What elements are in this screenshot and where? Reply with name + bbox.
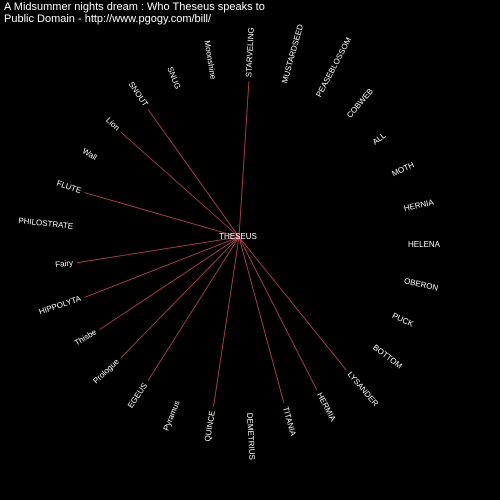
node-label: Wall	[81, 146, 99, 162]
center-label: THESEUS	[219, 232, 257, 241]
edge	[84, 192, 240, 238]
node-label: BOTTOM	[371, 343, 404, 371]
node-label: OBERON	[403, 276, 439, 292]
edge	[120, 236, 240, 359]
edge	[120, 131, 240, 238]
node-label: Thisbe	[73, 327, 99, 347]
node-label: Prologue	[91, 357, 121, 386]
node-label: PUCK	[391, 311, 416, 329]
edge	[213, 236, 240, 407]
node-label: SNOUT	[127, 80, 150, 108]
node-label: Fairy	[55, 258, 74, 269]
node-label: Pyramus	[162, 399, 182, 432]
edge	[238, 81, 250, 238]
node-label: MUSTARDSEED	[280, 23, 305, 84]
node-label: HIPPOLYTA	[38, 294, 83, 317]
node-label: EGEUS	[126, 381, 149, 409]
node-label: SNUG	[165, 66, 182, 91]
node-label: TITANIA	[281, 406, 298, 438]
edge	[99, 236, 240, 330]
edge	[238, 236, 285, 404]
subtitle: Public Domain - http://www.pgogy.com/bil…	[4, 13, 212, 25]
edge	[238, 236, 347, 371]
edge	[147, 236, 240, 381]
node-label: FLUTE	[55, 179, 82, 196]
node-label: ALL	[371, 130, 388, 146]
node-label: PEASEBLOSSOM	[314, 35, 353, 98]
node-label: STARVELING	[244, 27, 256, 77]
title: A Midsummer nights dream : Who Theseus s…	[4, 1, 265, 13]
edge	[238, 236, 318, 391]
node-label: Lion	[104, 116, 121, 133]
node-label: HERMIA	[315, 391, 338, 423]
node-label: PHILOSTRATE	[18, 216, 74, 231]
node-label: QUINCE	[203, 410, 217, 442]
node-label: HERNIA	[403, 197, 435, 212]
node-label: DEMETRIUS	[245, 413, 257, 461]
node-label: HELENA	[408, 240, 441, 249]
edge	[84, 236, 240, 298]
node-label: MOTH	[390, 160, 415, 178]
node-label: COBWEB	[345, 87, 375, 120]
node-label: Moonshine	[202, 40, 217, 81]
node-label: LYSANDER	[346, 370, 381, 408]
edge	[147, 109, 240, 238]
edge	[76, 236, 240, 264]
